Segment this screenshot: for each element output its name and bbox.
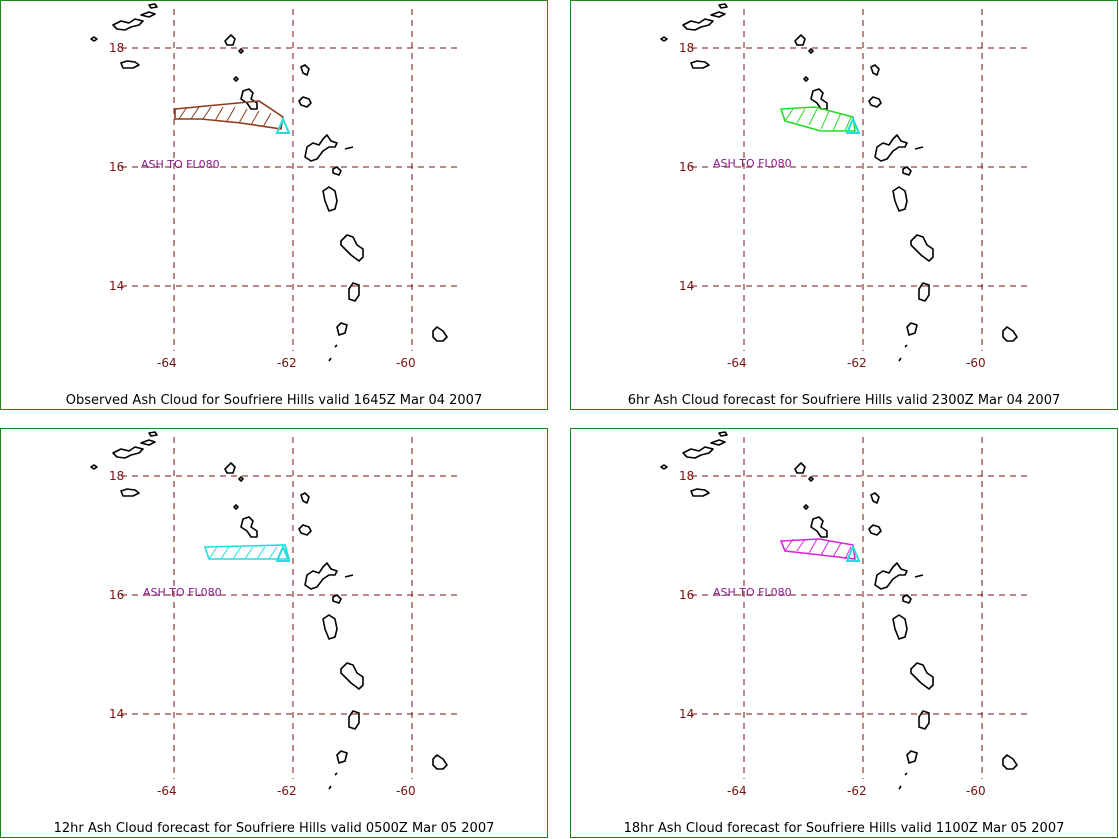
volcano-marker — [275, 116, 291, 134]
lat-label: 16 — [679, 588, 694, 602]
lat-lon-grid — [121, 9, 461, 351]
island-coastlines — [660, 3, 1018, 362]
lon-label: -62 — [277, 356, 297, 370]
lat-label: 16 — [679, 160, 694, 174]
lat-label: 18 — [109, 41, 124, 55]
lon-labels: -64 -62 -60 — [727, 784, 986, 798]
lat-labels: 18 16 14 — [109, 41, 124, 293]
lat-lon-grid — [691, 437, 1031, 779]
lon-label: -64 — [727, 356, 747, 370]
panel-caption: 12hr Ash Cloud forecast for Soufriere Hi… — [53, 821, 495, 836]
lon-label: -62 — [847, 356, 867, 370]
lon-label: -62 — [277, 784, 297, 798]
lon-label: -60 — [396, 356, 416, 370]
lat-labels: 18 16 14 — [109, 469, 124, 721]
lat-label: 14 — [679, 707, 694, 721]
lat-labels: 18 16 14 — [679, 41, 694, 293]
lon-label: -60 — [966, 784, 986, 798]
map-panel-observed: 18 16 14 -64 -62 -60 — [0, 0, 548, 410]
lat-labels: 18 16 14 — [679, 469, 694, 721]
lon-label: -60 — [396, 784, 416, 798]
island-coastlines — [660, 431, 1018, 790]
panel-caption: 6hr Ash Cloud forecast for Soufriere Hil… — [627, 393, 1061, 408]
lon-label: -64 — [157, 356, 177, 370]
lon-labels: -64 -62 -60 — [727, 356, 986, 370]
map-panel-18hr-forecast: 18 16 14 -64 -62 -60 — [570, 428, 1118, 838]
island-coastlines — [90, 431, 448, 790]
map-canvas: 18 16 14 -64 -62 -60 — [660, 3, 1031, 370]
ash-cloud — [203, 544, 291, 560]
lat-label: 14 — [679, 279, 694, 293]
volcano-marker — [275, 544, 291, 562]
lon-label: -62 — [847, 784, 867, 798]
map-panel-12hr-forecast: 18 16 14 -64 -62 -60 — [0, 428, 548, 838]
lat-label: 16 — [109, 160, 124, 174]
lat-lon-grid — [691, 9, 1031, 351]
ash-cloud — [779, 106, 856, 132]
map-canvas: 18 16 14 -64 -62 -60 — [90, 431, 461, 798]
map-panel-6hr-forecast: 18 16 14 -64 -62 -60 — [570, 0, 1118, 410]
map-canvas: 18 16 14 -64 -62 -60 — [660, 431, 1031, 798]
lat-label: 18 — [679, 41, 694, 55]
lat-label: 18 — [679, 469, 694, 483]
lon-label: -64 — [727, 784, 747, 798]
ash-cloud-outline — [174, 100, 284, 130]
ash-cloud-hatching — [208, 546, 278, 560]
ash-cloud-hatching — [784, 108, 852, 132]
lon-labels: -64 -62 -60 — [157, 356, 416, 370]
map-canvas: 18 16 14 -64 -62 -60 — [90, 3, 461, 370]
island-coastlines — [90, 3, 448, 362]
lat-label: 16 — [109, 588, 124, 602]
ash-altitude-label: ASH TO FL080 — [713, 157, 792, 170]
ash-cloud-outline — [779, 538, 856, 560]
lat-lon-grid — [121, 437, 461, 779]
ash-cloud-hatching — [784, 538, 852, 560]
ash-cloud — [779, 538, 856, 560]
ash-cloud — [174, 100, 284, 130]
ash-altitude-label: ASH TO FL080 — [143, 586, 222, 599]
volcano-marker — [845, 544, 861, 562]
lon-label: -60 — [966, 356, 986, 370]
ash-cloud-hatching — [178, 106, 272, 128]
panel-caption: Observed Ash Cloud for Soufriere Hills v… — [65, 393, 483, 408]
lat-label: 18 — [109, 469, 124, 483]
panel-caption: 18hr Ash Cloud forecast for Soufriere Hi… — [623, 821, 1065, 836]
lat-label: 14 — [109, 707, 124, 721]
ash-altitude-label: ASH TO FL080 — [141, 158, 220, 171]
lat-label: 14 — [109, 279, 124, 293]
lon-labels: -64 -62 -60 — [157, 784, 416, 798]
volcano-marker — [845, 116, 861, 134]
ash-altitude-label: ASH TO FL080 — [713, 586, 792, 599]
lon-label: -64 — [157, 784, 177, 798]
